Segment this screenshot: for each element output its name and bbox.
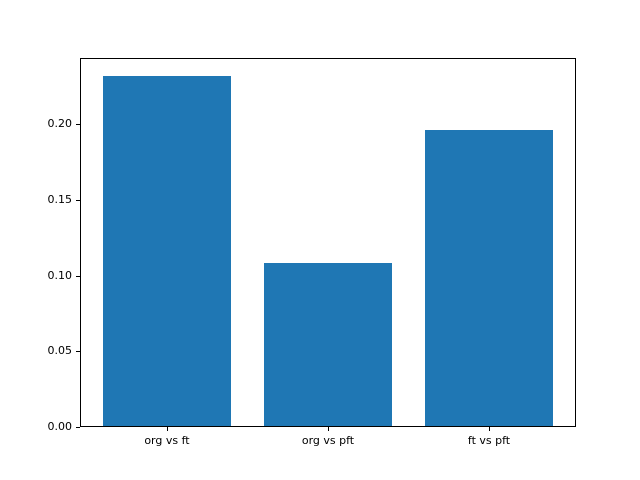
x-tick-mark bbox=[489, 427, 491, 431]
bar-3 bbox=[424, 130, 554, 427]
x-tick-label: org vs pft bbox=[301, 434, 355, 447]
y-tick-label: 0.15 bbox=[47, 192, 73, 206]
x-tick-mark bbox=[166, 427, 168, 431]
y-tick-label: 0.10 bbox=[47, 268, 73, 282]
x-tick-label: ft vs pft bbox=[467, 434, 511, 447]
plot-area bbox=[80, 58, 576, 427]
bar-2 bbox=[263, 263, 393, 427]
y-tick-mark bbox=[76, 275, 80, 277]
y-tick-mark bbox=[76, 427, 80, 428]
y-tick-label: 0.00 bbox=[47, 420, 73, 433]
x-tick-label: org vs ft bbox=[144, 434, 190, 447]
y-tick-label: 0.20 bbox=[47, 117, 73, 131]
y-tick-mark bbox=[76, 199, 80, 201]
y-tick-label: 0.05 bbox=[47, 344, 73, 358]
bar-1 bbox=[102, 75, 232, 427]
x-tick-mark bbox=[328, 427, 329, 431]
y-tick-mark bbox=[76, 351, 80, 353]
y-tick-mark bbox=[76, 124, 80, 126]
